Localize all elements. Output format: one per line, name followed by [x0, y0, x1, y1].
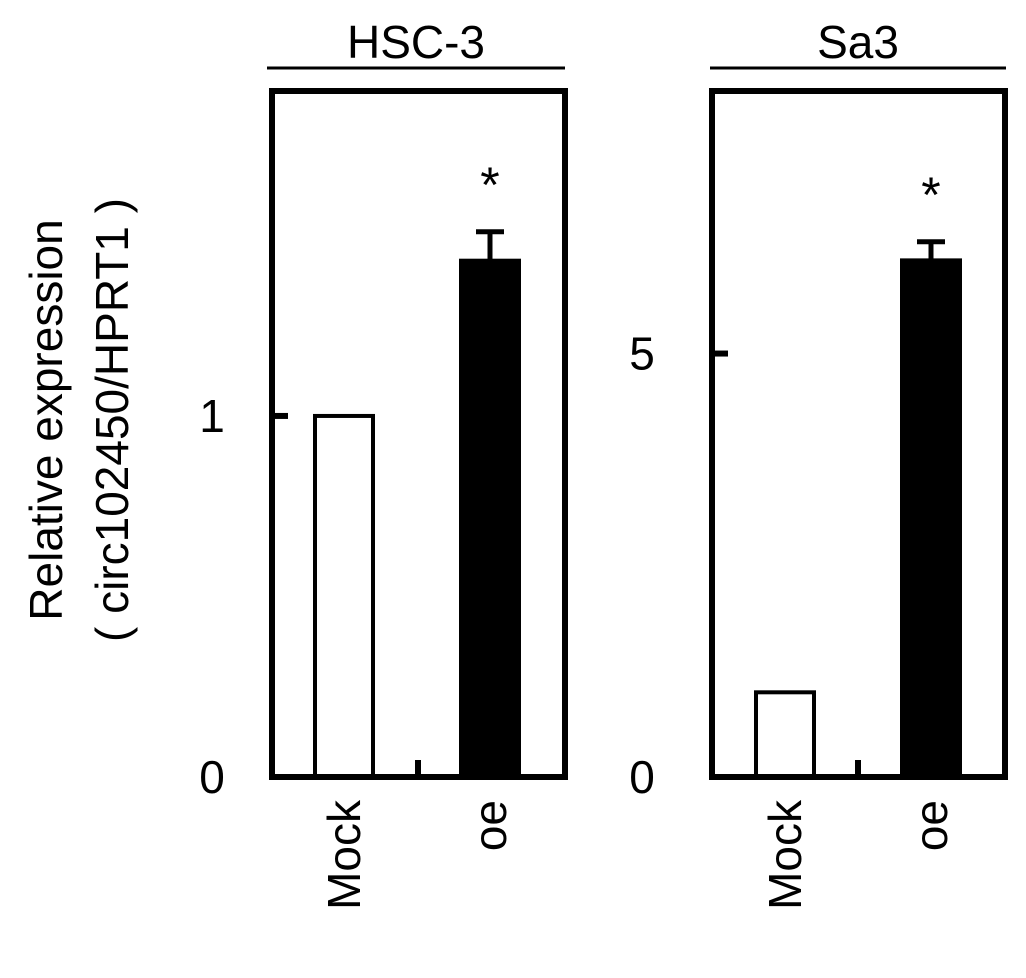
x-labels-group: Mock oe [759, 799, 957, 910]
x-tick-label-mock: Mock [318, 799, 370, 910]
bar-mock [754, 690, 816, 780]
x-tick-label-oe: oe [464, 800, 516, 851]
bar-mock [313, 413, 375, 779]
x-tick-label-oe: oe [905, 800, 957, 851]
significance-marker: * [921, 167, 940, 223]
y-tick-label: 0 [629, 751, 655, 803]
y-axis-label: Relative expression ( circ102450/HPRT1 ) [20, 198, 138, 642]
y-tick-label: 5 [629, 328, 655, 380]
y-ticks-group: 05 [629, 328, 728, 803]
bars-group: * [754, 167, 962, 780]
panel-title: HSC-3 [347, 16, 485, 68]
bars-group: * [313, 157, 521, 779]
y-axis-label-line2: ( circ102450/HPRT1 ) [86, 198, 138, 642]
panel-sa3: Sa3 * 05 Mock oe [629, 16, 1008, 910]
panel-hsc3: HSC-3 * 01 Mock oe [199, 16, 568, 910]
y-ticks-group: 01 [199, 390, 288, 803]
x-labels-group: Mock oe [318, 799, 516, 910]
y-tick-label: 0 [199, 751, 225, 803]
x-tick-label-mock: Mock [759, 799, 811, 910]
significance-marker: * [480, 157, 499, 213]
bar-oe [459, 258, 521, 779]
y-axis-label-line1: Relative expression [20, 219, 72, 620]
panel-title: Sa3 [817, 16, 899, 68]
y-tick-label: 1 [199, 390, 225, 442]
bar-oe [900, 258, 962, 780]
